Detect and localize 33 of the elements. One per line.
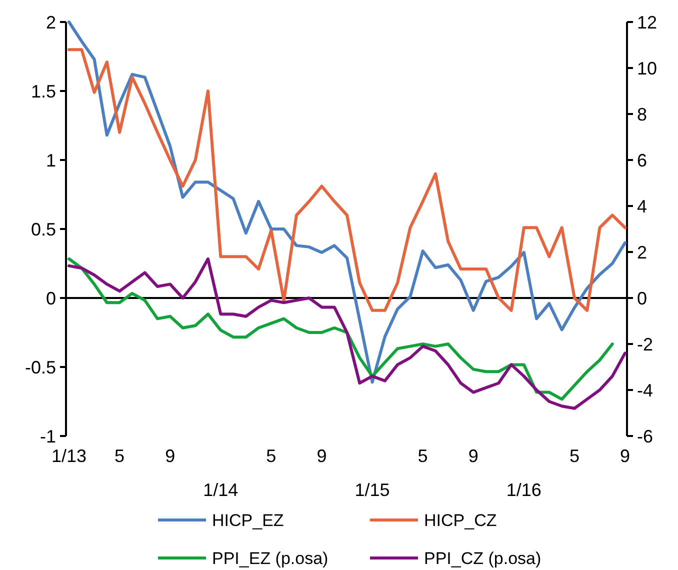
y-tick-label: -1 (40, 426, 56, 446)
x-tick-label: 5 (114, 446, 125, 466)
legend-label: HICP_CZ (424, 510, 497, 530)
x-tick-label: 5 (266, 446, 276, 466)
y-tick-label: 2 (46, 12, 56, 32)
y2-tick-label: -2 (637, 334, 654, 354)
x-tick-label: 1/15 (354, 480, 390, 500)
y2-tick-label: -4 (637, 380, 654, 400)
x-tick-label: 9 (620, 446, 630, 466)
y2-tick-label: 10 (637, 58, 658, 78)
x-tick-label: 9 (316, 446, 327, 466)
x-tick-label: 5 (569, 446, 580, 466)
y-tick-label: 1 (46, 150, 56, 170)
y2-tick-label: 0 (637, 288, 648, 308)
legend-label: PPI_EZ (p.osa) (212, 548, 328, 568)
y2-tick-label: 4 (637, 196, 648, 216)
x-tick-label: 1/14 (203, 480, 238, 500)
y2-tick-label: -6 (637, 426, 654, 446)
y2-tick-label: 2 (637, 242, 648, 262)
y-tick-label: 1.5 (30, 81, 56, 102)
y2-tick-label: 6 (637, 150, 648, 170)
y-tick-label: -0.5 (24, 357, 56, 378)
x-tick-label: 1/16 (506, 480, 542, 500)
y-tick-label: 0 (46, 288, 56, 308)
y2-tick-label: 12 (637, 12, 658, 32)
legend-label: PPI_CZ (p.osa) (424, 548, 542, 568)
x-tick-label: 1/13 (51, 446, 87, 466)
x-tick-label: 9 (165, 446, 176, 466)
x-tick-label: 9 (468, 446, 478, 466)
y-tick-label: 0.5 (30, 219, 56, 240)
y2-tick-label: 8 (637, 104, 648, 124)
x-tick-label: 5 (418, 446, 428, 466)
legend-label: HICP_EZ (212, 510, 284, 530)
